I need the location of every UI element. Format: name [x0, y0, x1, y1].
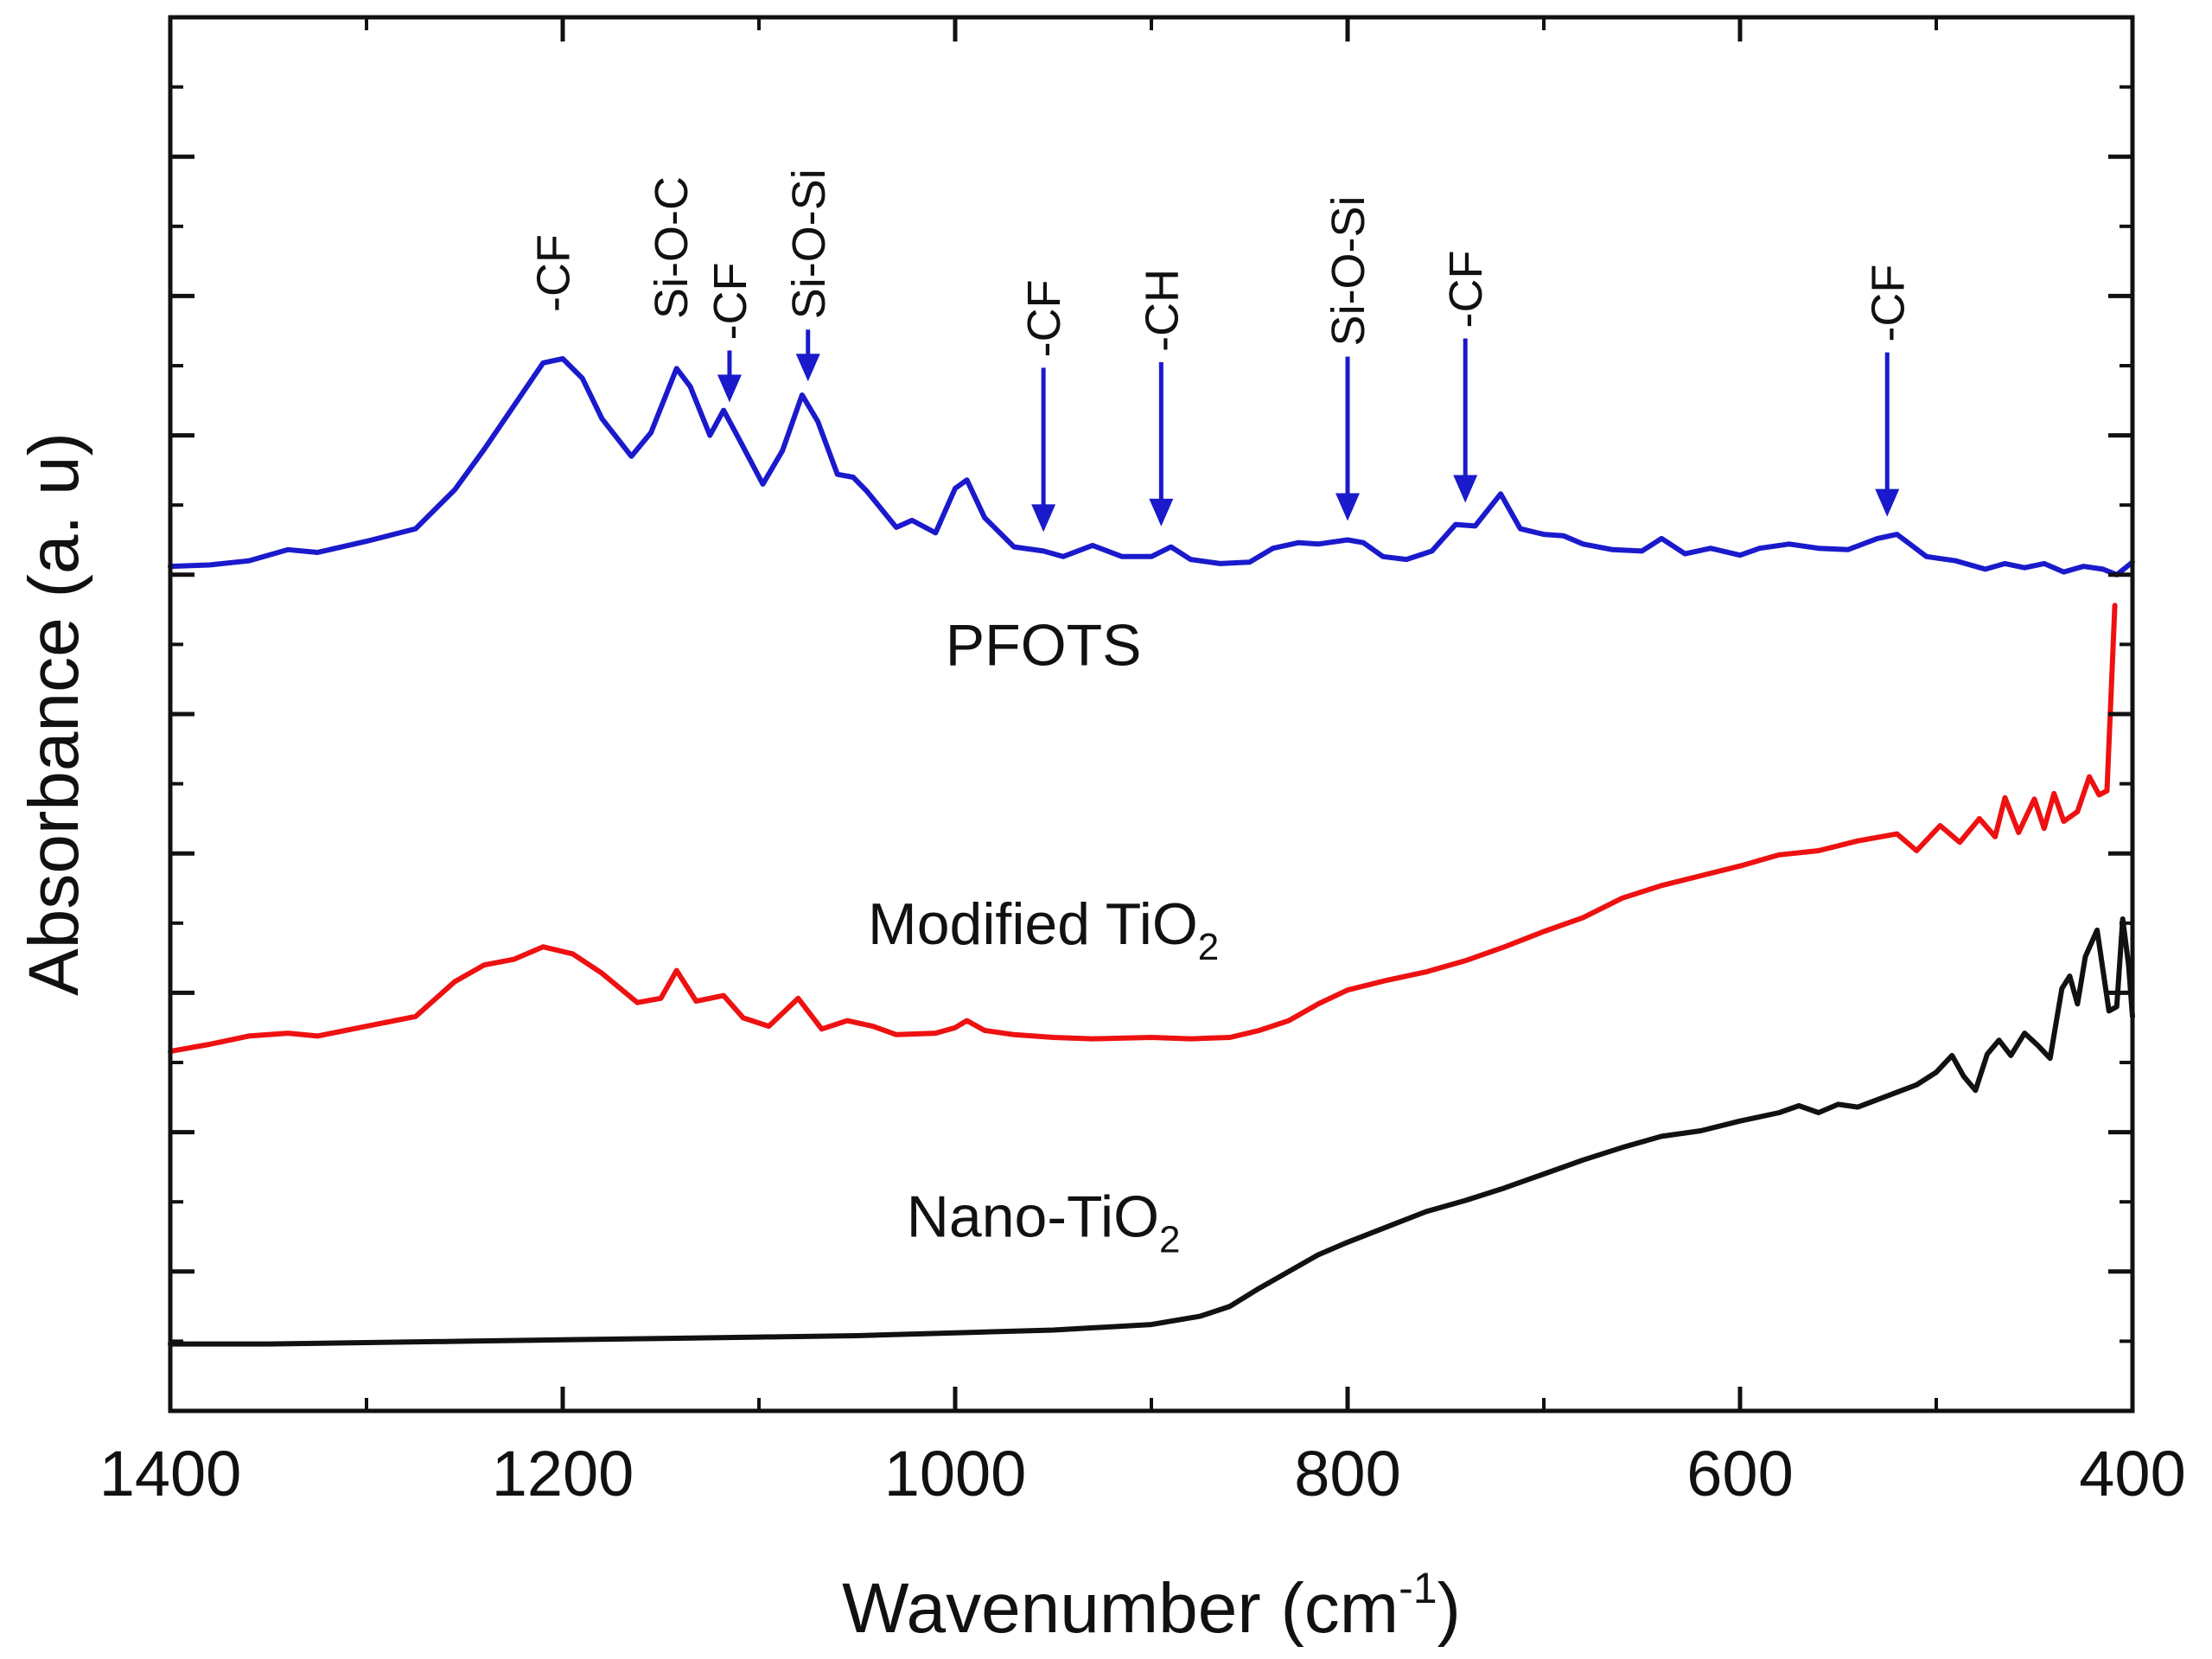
x-tick-label: 1200 — [492, 1438, 634, 1509]
peak-annotation-label: -CH — [1136, 269, 1188, 352]
annotation-arrow-head — [795, 354, 820, 382]
peak-annotation-label: Si-O-Si — [783, 169, 835, 319]
x-tick-label: 600 — [1686, 1438, 1793, 1509]
annotation-arrow-head — [1149, 498, 1174, 526]
x-tick-label: 800 — [1294, 1438, 1400, 1509]
series-line-modified-tio2 — [168, 603, 2118, 1055]
peak-annotation-label: -CF — [1440, 251, 1492, 329]
ticks-layer: 1400 1200 1000 800 600 400 — [99, 17, 2186, 1509]
series-line-nano-tio2 — [168, 916, 2135, 1347]
peak-annotation-label: -CF — [1018, 279, 1070, 357]
x-axis-title-sup: -1 — [1399, 1564, 1437, 1612]
x-tick-label: 1400 — [99, 1438, 242, 1509]
peak-annotation-label: -CF — [528, 234, 580, 312]
series-label-modified-tio2: Modified TiO2 — [868, 891, 1219, 968]
series-layer — [168, 355, 2135, 1347]
annotation-arrow-head — [717, 374, 742, 403]
series-label-text: Nano-TiO — [907, 1184, 1159, 1250]
annotation-arrow-head — [1335, 493, 1360, 521]
x-axis-title-main: Wavenumber (cm — [842, 1569, 1399, 1648]
series-label-subscript: 2 — [1159, 1219, 1180, 1261]
x-tick-label: 400 — [2079, 1438, 2185, 1509]
peak-annotation-label: Si-O-Si — [1323, 195, 1374, 346]
series-line-pfots — [168, 355, 2135, 577]
annotation-arrow-head — [1875, 488, 1900, 517]
annotation-arrow-head — [1453, 475, 1478, 503]
series-label-nano-tio2: Nano-TiO2 — [907, 1184, 1181, 1261]
plot-frame — [168, 15, 2135, 1413]
peak-annotation-label: -CF — [1862, 265, 1914, 342]
series-label-text: Modified TiO — [868, 891, 1198, 957]
series-label-text: PFOTS — [946, 613, 1142, 679]
labels-layer: Wavenumber (cm-1) Absorbance (a. u) PFOT… — [15, 432, 1461, 1648]
annotation-arrow-head — [1031, 504, 1056, 533]
annotation-layer: -CF Si-O-C -CF Si-O-Si -CF -CH Si-O-Si -CF -CF — [528, 169, 1914, 533]
x-axis-title: Wavenumber (cm-1) — [842, 1564, 1461, 1648]
y-axis-title: Absorbance (a. u) — [15, 432, 93, 996]
peak-annotation-label: Si-O-C — [646, 176, 698, 319]
x-tick-label: 1000 — [884, 1438, 1027, 1509]
x-axis-title-close: ) — [1437, 1569, 1461, 1648]
peak-annotation-label: -CF — [704, 262, 756, 340]
series-label-pfots: PFOTS — [946, 613, 1142, 679]
series-label-subscript: 2 — [1198, 926, 1219, 968]
